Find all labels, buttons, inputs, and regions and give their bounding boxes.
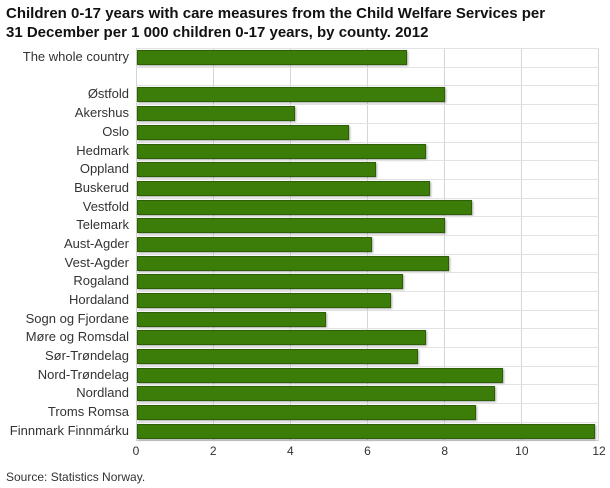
chart-row: Rogaland xyxy=(6,272,599,292)
bar xyxy=(137,50,407,66)
bar xyxy=(137,274,403,290)
bar xyxy=(137,386,496,402)
category-label: Nordland xyxy=(76,385,129,401)
chart-row: Sogn og Fjordane xyxy=(6,309,599,329)
bar-track xyxy=(136,178,599,198)
category-label: Vestfold xyxy=(82,198,129,214)
bar-track xyxy=(136,48,599,67)
chart-row: Oppland xyxy=(6,160,599,179)
bar xyxy=(137,405,476,421)
category-label: Hordaland xyxy=(69,292,129,308)
bar-track xyxy=(136,160,599,179)
bar-track xyxy=(136,403,599,422)
bar xyxy=(137,293,392,309)
bar xyxy=(137,367,503,383)
category-label: Vest-Agder xyxy=(64,254,129,270)
category-label: Sør-Trøndelag xyxy=(44,348,129,364)
bar-track xyxy=(136,141,599,161)
category-label: The whole country xyxy=(22,49,129,65)
bar xyxy=(137,199,472,215)
category-label: Telemark xyxy=(76,217,129,233)
x-tick-label: 2 xyxy=(209,443,217,458)
bar-track xyxy=(136,216,599,235)
chart-row: Nordland xyxy=(6,384,599,404)
category-label: Østfold xyxy=(87,86,129,102)
chart-row: Sør-Trøndelag xyxy=(6,347,599,366)
bar-track xyxy=(136,347,599,366)
x-tick-label: 6 xyxy=(364,443,371,458)
bar xyxy=(137,87,445,103)
bar-track xyxy=(136,272,599,292)
chart-row: Aust-Agder xyxy=(6,234,599,254)
chart-row: Telemark xyxy=(6,216,599,235)
category-label: Aust-Agder xyxy=(63,235,129,251)
category-label: Oslo xyxy=(102,123,129,139)
bar-chart-plot-area: The whole country Østfold Akershus Oslo Hedm… xyxy=(6,48,599,441)
x-tick-label: 0 xyxy=(132,443,140,458)
bar xyxy=(137,330,426,346)
bar-track xyxy=(136,104,599,123)
bar-track xyxy=(136,85,599,105)
chart-row: Buskerud xyxy=(6,178,599,198)
chart-row: Troms Romsa xyxy=(6,403,599,422)
chart-row: Hedmark xyxy=(6,141,599,161)
chart-title-line-2: 31 December per 1 000 children 0-17 year… xyxy=(6,24,429,42)
bar xyxy=(137,162,376,178)
category-label: Buskerud xyxy=(74,179,129,195)
bar xyxy=(137,311,326,327)
category-label: Akershus xyxy=(74,105,129,121)
bar xyxy=(137,255,449,271)
bar-track xyxy=(136,309,599,329)
x-axis-spacer xyxy=(6,441,136,459)
bar-track xyxy=(136,384,599,404)
category-label xyxy=(6,67,136,86)
bar-track xyxy=(136,421,599,441)
bar-track xyxy=(136,122,599,142)
bar xyxy=(137,349,419,365)
bar-track xyxy=(136,365,599,385)
x-tick-label: 4 xyxy=(286,443,294,458)
chart-title-line-1: Children 0-17 years with care measures f… xyxy=(6,5,546,22)
chart-row: Akershus xyxy=(6,104,599,123)
chart-row: Østfold xyxy=(6,85,599,105)
bar xyxy=(137,106,295,122)
bar-track xyxy=(136,197,599,217)
chart-title: Children 0-17 years with care measures f… xyxy=(6,4,604,42)
category-label: Møre og Romsdal xyxy=(25,329,129,345)
chart-row: Nord-Trøndelag xyxy=(6,365,599,385)
category-label: Oppland xyxy=(79,161,129,177)
chart-row: The whole country xyxy=(6,48,599,67)
bar xyxy=(137,180,430,196)
chart-row: Vest-Agder xyxy=(6,253,599,273)
bar xyxy=(137,124,349,140)
bar xyxy=(137,143,426,159)
chart-gap-row xyxy=(6,66,599,86)
category-label: Sogn og Fjordane xyxy=(25,310,129,326)
chart-row: Møre og Romsdal xyxy=(6,328,599,348)
x-tick-label: 8 xyxy=(441,443,448,458)
category-label: Nord-Trøndelag xyxy=(37,366,129,382)
chart-row: Finnmark Finnmárku xyxy=(6,421,599,441)
bar xyxy=(137,218,445,234)
chart-row: Oslo xyxy=(6,122,599,142)
bar-track xyxy=(136,66,599,86)
chart-row: Vestfold xyxy=(6,197,599,217)
bar-track xyxy=(136,234,599,254)
category-label: Troms Romsa xyxy=(47,404,129,420)
x-tick-label: 12 xyxy=(592,443,606,458)
source-note: Source: Statistics Norway. xyxy=(6,469,146,484)
bar-track xyxy=(136,291,599,310)
category-label: Finnmark Finnmárku xyxy=(9,422,129,438)
bar xyxy=(137,423,596,439)
x-axis: 0 2 4 6 8 10 12 xyxy=(6,441,606,459)
x-tick-label: 10 xyxy=(515,443,529,458)
bar xyxy=(137,236,372,252)
bar-track xyxy=(136,328,599,348)
x-axis-tick-labels: 0 2 4 6 8 10 12 xyxy=(132,441,606,459)
bar-track xyxy=(136,253,599,273)
category-label: Rogaland xyxy=(73,273,129,289)
category-label: Hedmark xyxy=(76,142,129,158)
chart-row: Hordaland xyxy=(6,291,599,310)
